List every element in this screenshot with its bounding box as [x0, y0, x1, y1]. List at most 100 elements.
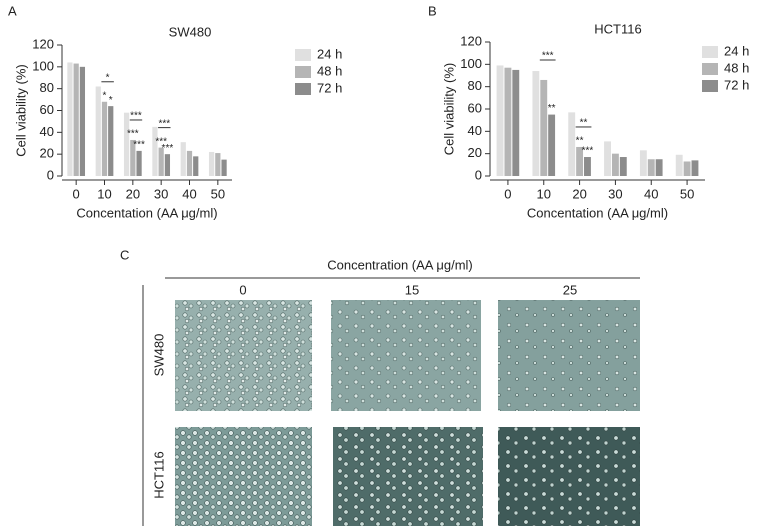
significance-label: ***	[130, 111, 142, 122]
micrograph	[498, 300, 640, 411]
legend-label: 48 h	[724, 60, 749, 75]
significance-label: ***	[133, 140, 145, 151]
bar	[95, 86, 101, 176]
significance-label: *	[106, 72, 110, 83]
y-tick-label: 80	[468, 78, 482, 93]
bar	[123, 112, 130, 176]
x-tick-label: 0	[504, 186, 511, 201]
legend-label: 72 h	[317, 80, 342, 95]
bar	[221, 159, 227, 176]
bar	[193, 156, 199, 176]
y-tick-label: 0	[47, 167, 54, 182]
significance-label: ***	[162, 143, 174, 154]
micrograph	[175, 300, 312, 411]
bar	[101, 101, 108, 176]
bar	[186, 150, 193, 176]
bar	[215, 153, 221, 176]
bar	[548, 114, 556, 176]
y-tick-label: 60	[468, 100, 482, 115]
bar	[568, 112, 576, 176]
x-tick-label: 10	[97, 186, 111, 201]
row-label: HCT116	[151, 451, 166, 498]
legend-swatch	[295, 49, 311, 61]
y-tick-label: 120	[32, 36, 54, 51]
y-tick-label: 20	[468, 145, 482, 160]
legend-swatch	[702, 80, 718, 92]
micrograph	[333, 427, 483, 526]
x-tick-label: 20	[572, 186, 586, 201]
legend-swatch	[702, 63, 718, 75]
chart-title: SW480	[169, 24, 212, 39]
bar	[683, 161, 691, 176]
legend-swatch	[295, 83, 311, 95]
y-tick-label: 100	[32, 58, 54, 73]
row-label: SW480	[151, 334, 166, 377]
significance-label: ***	[542, 51, 554, 62]
bar	[130, 139, 136, 176]
significance-label: *	[103, 90, 107, 101]
x-tick-label: 10	[537, 186, 551, 201]
micrograph	[175, 427, 312, 526]
x-tick-label: 0	[73, 186, 80, 201]
y-tick-label: 40	[40, 124, 54, 139]
significance-label: ***	[127, 129, 139, 140]
x-tick-label: 20	[126, 186, 140, 201]
bar	[584, 157, 591, 176]
x-tick-label: 50	[680, 186, 694, 201]
x-tick-label: 30	[154, 186, 168, 201]
significance-label: ***	[158, 118, 170, 129]
significance-label: *	[109, 95, 113, 106]
bar	[512, 69, 520, 176]
bar	[611, 153, 619, 176]
legend-label: 24 h	[317, 46, 342, 61]
chart-title: HCT116	[594, 21, 641, 36]
bar	[67, 62, 73, 176]
bar	[136, 150, 142, 176]
y-tick-label: 120	[460, 33, 482, 48]
bar	[675, 154, 683, 176]
micrograph-title: Concentration (AA μg/ml)	[327, 257, 473, 272]
y-axis-label: Cell viability (%)	[13, 64, 28, 156]
bar	[540, 79, 548, 176]
bar	[532, 71, 540, 176]
legend-label: 48 h	[317, 63, 342, 78]
bar	[655, 159, 663, 176]
bar	[619, 157, 627, 176]
micrograph	[331, 300, 481, 411]
legend-label: 72 h	[724, 77, 749, 92]
panel-label: C	[120, 247, 129, 262]
column-label: 0	[239, 282, 246, 297]
column-label: 25	[563, 282, 577, 297]
significance-label: ***	[582, 146, 594, 157]
bar	[164, 154, 171, 176]
significance-label: **	[548, 103, 556, 114]
y-tick-label: 20	[40, 146, 54, 161]
bar	[79, 66, 86, 176]
bar	[576, 146, 584, 176]
significance-label: ***	[155, 136, 167, 147]
legend-swatch	[702, 46, 718, 58]
bar	[152, 126, 158, 176]
panel-label: A	[8, 3, 17, 18]
bar	[158, 147, 164, 176]
bar	[496, 65, 504, 176]
x-axis-label: Concentation (AA μg/ml)	[76, 205, 217, 220]
bar	[180, 142, 186, 176]
significance-label: **	[580, 118, 588, 129]
x-tick-label: 50	[211, 186, 225, 201]
y-tick-label: 40	[468, 123, 482, 138]
x-tick-label: 40	[644, 186, 658, 201]
y-tick-label: 100	[460, 56, 482, 71]
x-axis-label: Concentation (AA μg/ml)	[527, 205, 668, 220]
bar	[504, 67, 512, 176]
bar	[604, 141, 611, 176]
x-tick-label: 30	[608, 186, 622, 201]
y-tick-label: 60	[40, 102, 54, 117]
bar	[208, 151, 215, 176]
y-axis-label: Cell viability (%)	[441, 63, 456, 155]
micrograph	[498, 427, 640, 526]
panel-label: B	[428, 3, 437, 18]
legend-swatch	[295, 66, 311, 78]
bar	[647, 159, 655, 176]
